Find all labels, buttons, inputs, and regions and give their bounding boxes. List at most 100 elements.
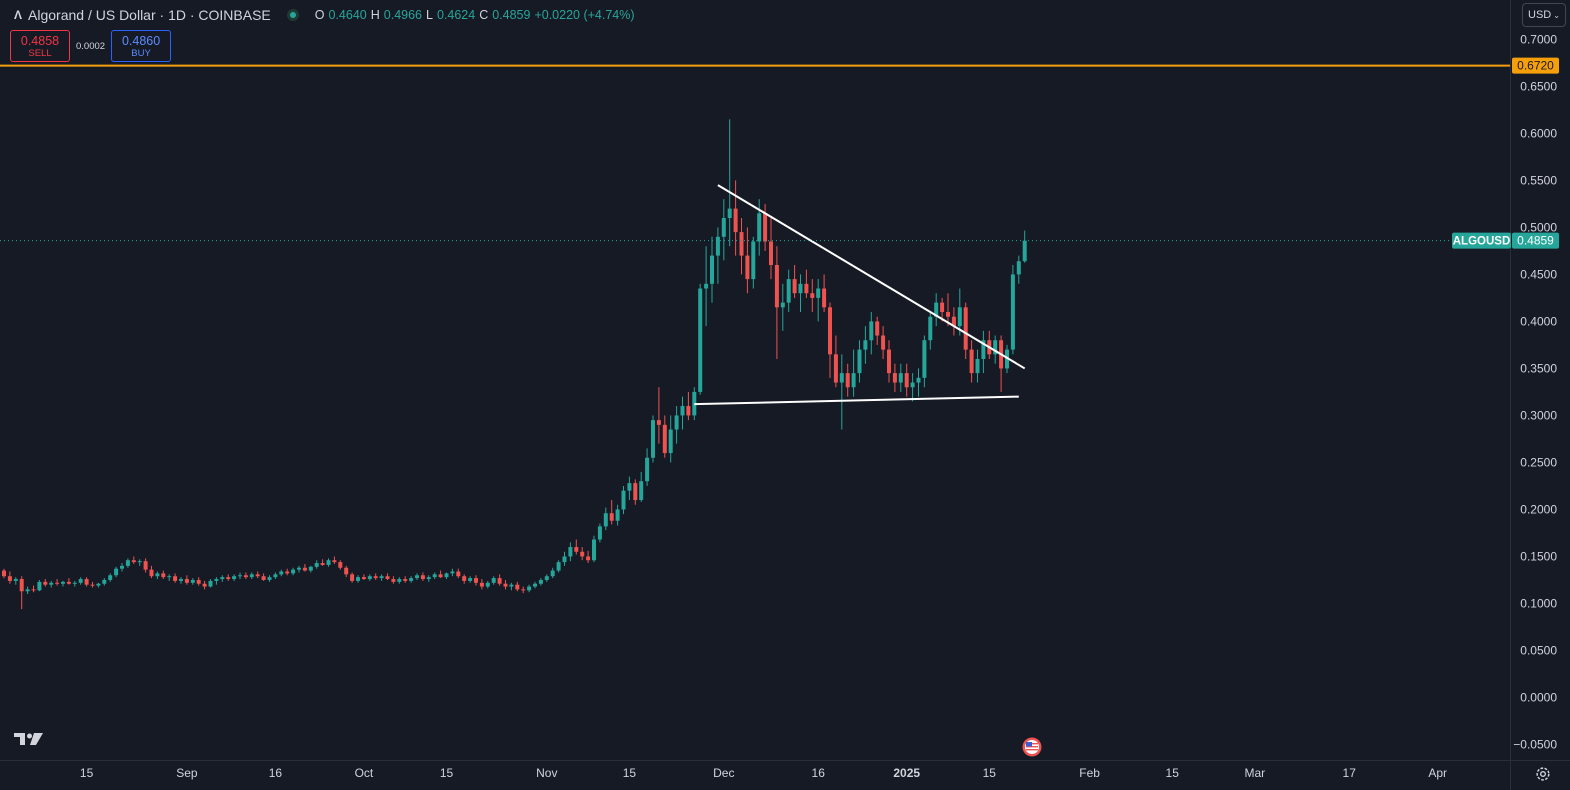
candle[interactable] [444, 572, 449, 580]
candle[interactable] [149, 565, 154, 579]
candle[interactable] [544, 574, 549, 582]
candle[interactable] [651, 415, 655, 463]
candle[interactable] [916, 368, 921, 397]
candle[interactable] [839, 354, 844, 430]
candle[interactable] [426, 575, 431, 582]
candle[interactable] [668, 415, 673, 463]
candle[interactable] [869, 312, 874, 355]
candle[interactable] [816, 279, 821, 322]
candle[interactable] [49, 580, 54, 588]
candle[interactable] [987, 330, 992, 360]
candle[interactable] [137, 559, 142, 566]
candle[interactable] [356, 575, 360, 583]
candle[interactable] [751, 236, 756, 289]
candle[interactable] [833, 335, 838, 388]
candle[interactable] [25, 586, 30, 595]
candle[interactable] [562, 551, 567, 566]
candle[interactable] [503, 579, 508, 590]
candle[interactable] [332, 556, 337, 564]
candle[interactable] [538, 578, 543, 586]
candle[interactable] [326, 558, 331, 567]
candle[interactable] [863, 326, 868, 364]
candle[interactable] [609, 500, 614, 525]
candle[interactable] [881, 326, 886, 360]
candle[interactable] [61, 580, 65, 587]
candle[interactable] [910, 373, 915, 402]
candle[interactable] [875, 316, 880, 345]
candle[interactable] [267, 575, 272, 582]
candle[interactable] [810, 279, 815, 313]
gear-icon[interactable] [1534, 765, 1552, 783]
candle[interactable] [232, 574, 237, 581]
candle[interactable] [43, 579, 48, 587]
candle[interactable] [951, 307, 956, 336]
candle[interactable] [456, 568, 461, 579]
candle[interactable] [592, 535, 596, 563]
candle[interactable] [715, 227, 720, 284]
candle[interactable] [179, 577, 183, 584]
candle[interactable] [344, 565, 349, 578]
candle[interactable] [922, 335, 927, 388]
candle[interactable] [887, 340, 891, 383]
candle[interactable] [597, 523, 602, 543]
buy-button[interactable]: 0.4860 BUY [111, 30, 172, 62]
candle[interactable] [373, 573, 378, 580]
candle[interactable] [96, 582, 101, 588]
price-axis[interactable] [1510, 0, 1570, 790]
candle[interactable] [568, 542, 573, 562]
candle[interactable] [662, 415, 667, 458]
candle[interactable] [993, 335, 998, 364]
candle[interactable] [1016, 255, 1021, 284]
candle[interactable] [509, 582, 514, 591]
candle[interactable] [656, 387, 661, 444]
candle[interactable] [108, 573, 113, 582]
candle[interactable] [479, 579, 484, 590]
candle[interactable] [698, 283, 703, 395]
candle[interactable] [37, 579, 42, 592]
candle[interactable] [226, 574, 231, 581]
candle[interactable] [7, 571, 12, 584]
candle[interactable] [468, 576, 473, 583]
candle[interactable] [279, 569, 284, 577]
candle[interactable] [238, 572, 242, 580]
candle[interactable] [645, 448, 650, 486]
candle[interactable] [19, 576, 24, 610]
candle[interactable] [184, 575, 189, 585]
candle[interactable] [574, 539, 579, 555]
candle[interactable] [485, 580, 490, 589]
candle[interactable] [892, 363, 897, 392]
candle[interactable] [633, 479, 638, 505]
candle[interactable] [208, 579, 213, 588]
candle[interactable] [385, 573, 390, 580]
candle[interactable] [66, 578, 71, 585]
candle[interactable] [2, 568, 6, 579]
candle[interactable] [845, 363, 850, 397]
currency-selector[interactable]: USD ⌄ [1522, 3, 1566, 27]
candle[interactable] [291, 567, 296, 576]
candle[interactable] [450, 568, 455, 577]
candle[interactable] [733, 180, 738, 256]
level-price-tag[interactable] [1512, 57, 1559, 74]
candle[interactable] [255, 571, 260, 579]
sell-button[interactable]: 0.4858 SELL [10, 30, 70, 62]
candle[interactable] [379, 574, 384, 581]
candle[interactable] [1022, 230, 1027, 263]
candle[interactable] [721, 199, 726, 261]
candle[interactable] [674, 406, 679, 444]
candle[interactable] [527, 584, 532, 593]
candle[interactable] [214, 577, 219, 585]
candle[interactable] [397, 577, 402, 584]
candle[interactable] [55, 579, 60, 586]
candle[interactable] [432, 572, 437, 580]
market-status-icon[interactable] [286, 9, 299, 21]
candle[interactable] [202, 580, 207, 590]
candle[interactable] [851, 349, 856, 397]
candle[interactable] [13, 577, 18, 585]
candle[interactable] [243, 572, 248, 580]
candle[interactable] [167, 574, 172, 581]
candle[interactable] [102, 578, 107, 586]
candle[interactable] [521, 586, 526, 594]
candle[interactable] [131, 556, 136, 564]
candle[interactable] [686, 391, 691, 421]
